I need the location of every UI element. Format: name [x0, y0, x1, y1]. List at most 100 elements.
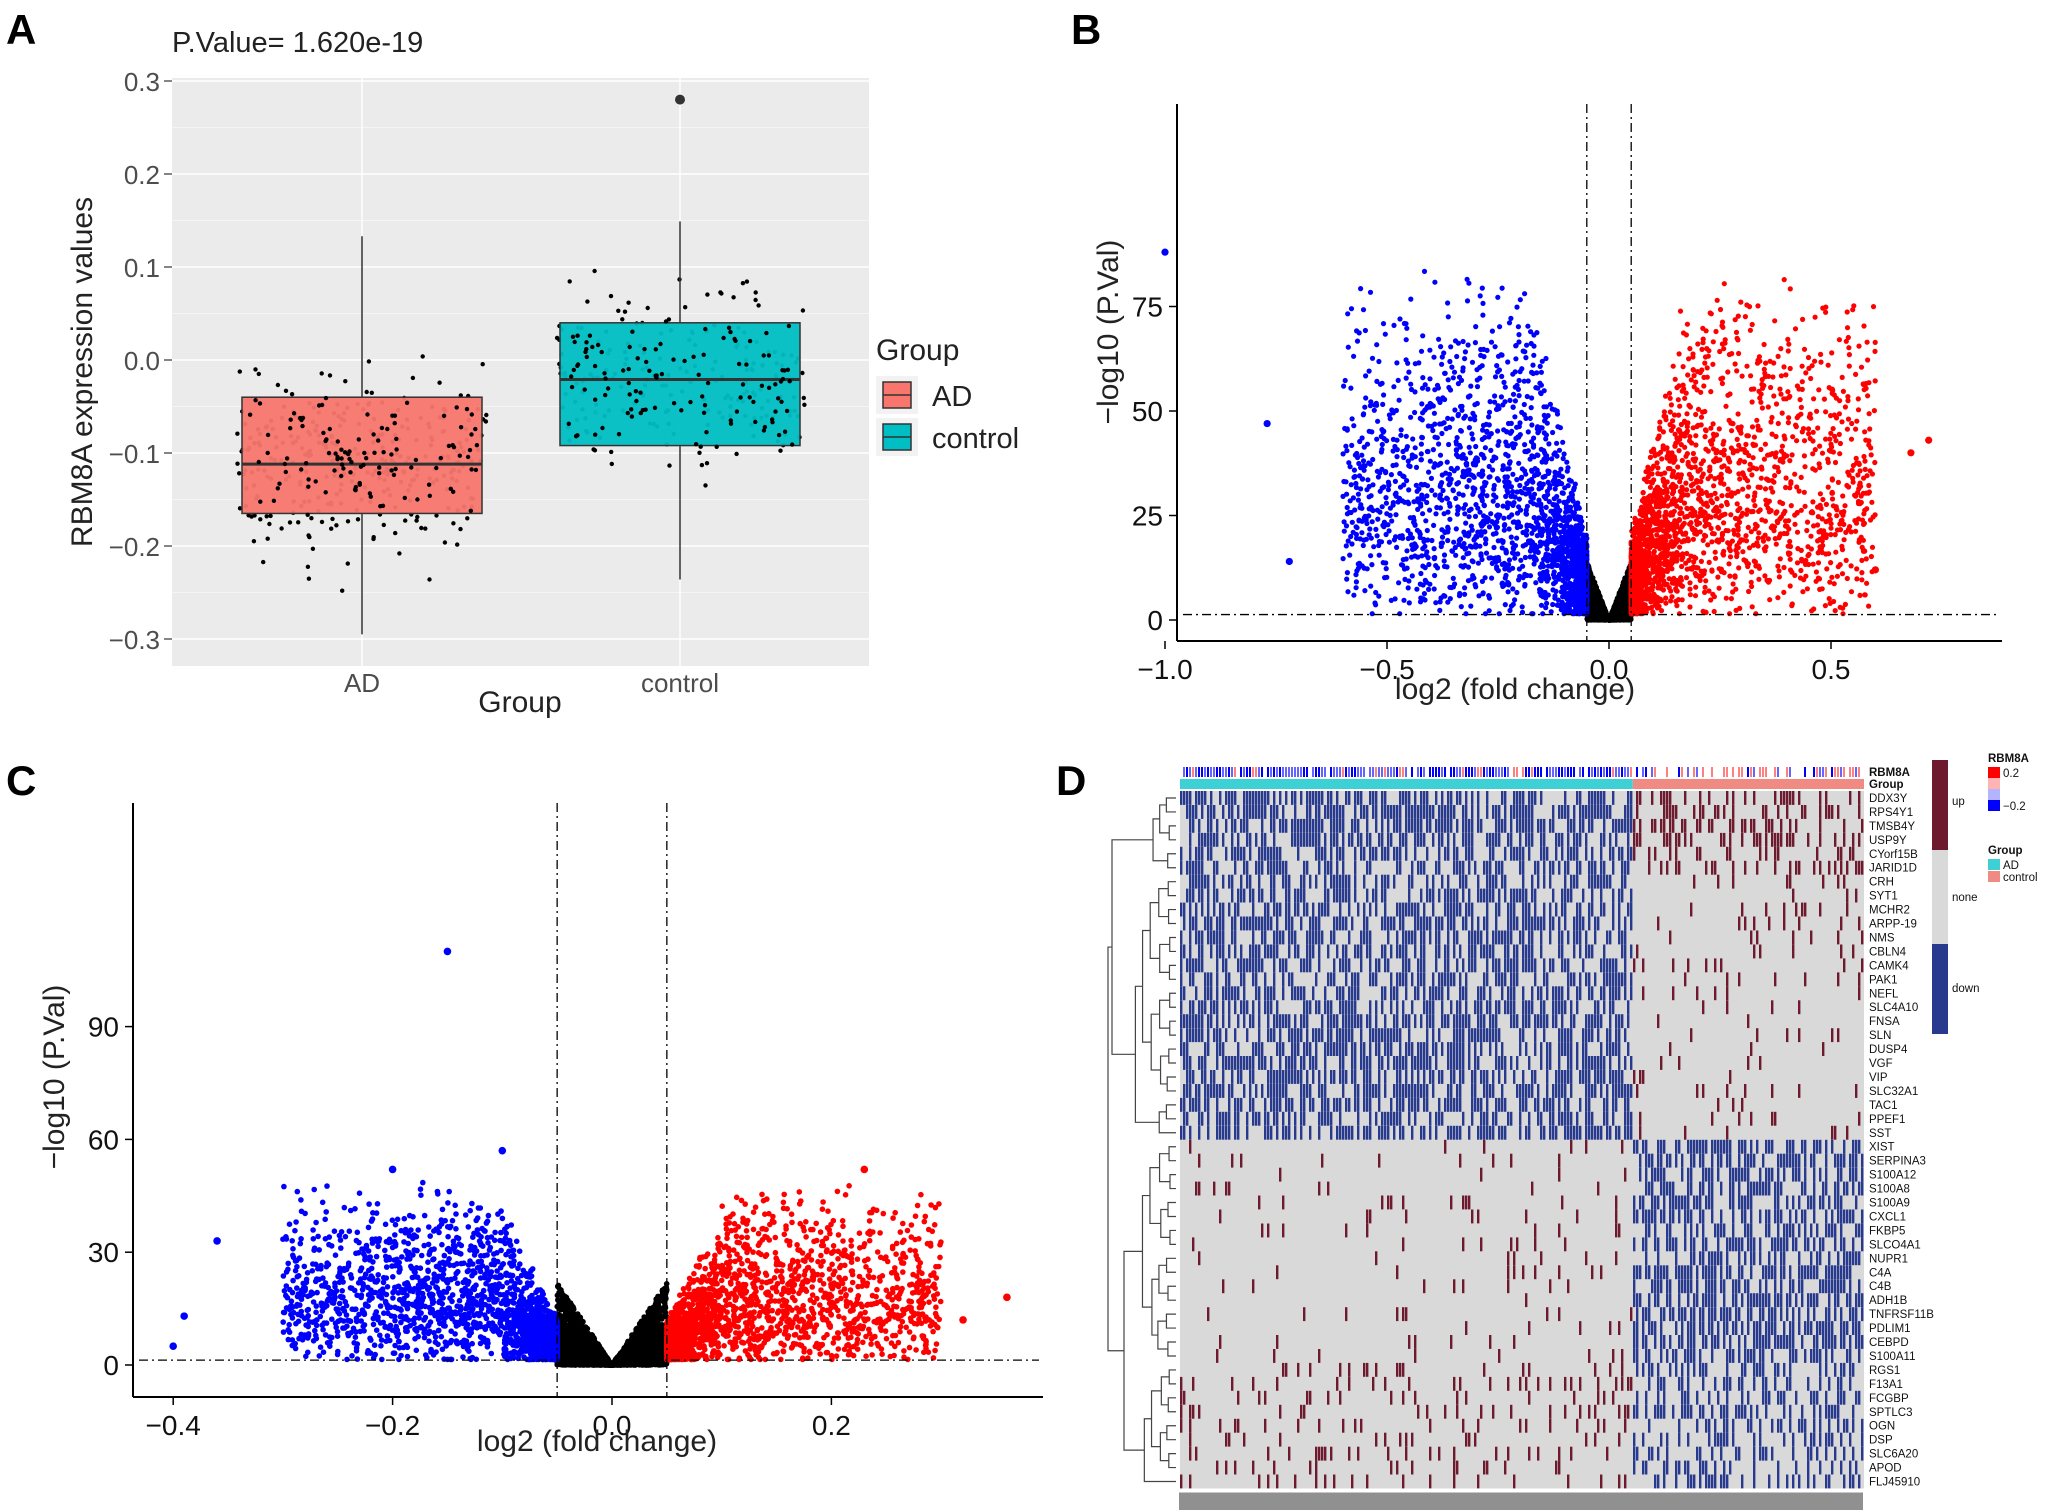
point-down — [1462, 591, 1468, 597]
point-down — [1373, 526, 1379, 533]
jitter-point — [626, 380, 631, 386]
point-down — [1472, 513, 1479, 520]
jitter-point — [455, 542, 460, 547]
point-down — [1548, 528, 1554, 534]
point-down — [1441, 552, 1448, 558]
point-down — [1516, 393, 1522, 399]
jitter-point — [728, 329, 733, 335]
point-down — [1548, 508, 1554, 514]
jitter-point — [633, 389, 639, 394]
point-down — [1507, 430, 1513, 436]
jitter-point — [420, 354, 425, 359]
jitter-point — [740, 382, 746, 387]
point-down — [1467, 393, 1473, 399]
point-down — [1548, 609, 1554, 615]
jitter-point — [441, 413, 447, 418]
jitter-point — [762, 424, 768, 430]
point-down — [1425, 448, 1431, 455]
point-down — [1473, 443, 1479, 450]
point-down — [1403, 446, 1409, 452]
point-nonsig — [1612, 602, 1618, 608]
point-down — [1446, 471, 1453, 477]
point-down — [1524, 393, 1530, 400]
point-down — [1403, 375, 1409, 381]
point-down — [1386, 528, 1392, 534]
point-down — [1404, 548, 1410, 554]
point-down — [1445, 314, 1451, 320]
point-down — [1390, 462, 1396, 469]
point-down — [1369, 519, 1375, 525]
point-down — [1394, 544, 1400, 551]
point-down — [1572, 481, 1578, 487]
point-down — [1502, 602, 1508, 608]
point-down — [1403, 357, 1409, 363]
jitter-point — [744, 279, 750, 284]
point-down — [1387, 416, 1393, 422]
point-down — [1462, 356, 1468, 362]
point-down — [1507, 459, 1513, 465]
point-down — [1351, 423, 1357, 429]
point-down — [1538, 501, 1544, 507]
panel-a-xtick-control: control — [641, 668, 719, 698]
point-down — [1401, 454, 1407, 461]
point-down — [1436, 441, 1442, 447]
point-down — [1393, 512, 1399, 518]
jitter-point — [744, 362, 749, 367]
point-down — [1357, 438, 1363, 445]
point-down — [1522, 581, 1528, 588]
point-down — [1427, 347, 1433, 353]
point-down — [1446, 441, 1452, 448]
point-down — [1472, 340, 1478, 346]
point-down — [1510, 404, 1516, 410]
jitter-point — [271, 498, 277, 503]
point-down — [1460, 473, 1466, 479]
point-down — [1445, 476, 1451, 482]
point-down — [1439, 430, 1445, 437]
point-down — [1508, 315, 1514, 321]
point-down — [1524, 480, 1530, 487]
point-down — [1397, 484, 1404, 490]
point-down — [1364, 487, 1370, 493]
jitter-point — [364, 389, 369, 395]
point-down — [1383, 566, 1389, 572]
jitter-point — [235, 461, 240, 466]
point-down — [1405, 585, 1411, 591]
point-down — [1406, 463, 1412, 469]
point-down — [1437, 461, 1443, 467]
jitter-point — [282, 461, 287, 467]
jitter-point — [305, 564, 311, 569]
point-down — [1391, 384, 1397, 390]
point-down — [1387, 505, 1393, 511]
point-down — [1437, 483, 1443, 489]
point-down — [1543, 504, 1549, 510]
jitter-point — [701, 410, 707, 415]
jitter-point — [403, 518, 408, 523]
jitter-point — [691, 354, 696, 359]
jitter-point — [377, 471, 382, 476]
point-down — [1482, 575, 1488, 581]
point-down — [1517, 573, 1523, 579]
point-down — [1482, 529, 1488, 535]
point-down — [1470, 559, 1476, 565]
jitter-point — [776, 432, 782, 438]
point-down — [1517, 369, 1523, 375]
point-down — [1481, 502, 1487, 508]
point-down — [1511, 551, 1517, 557]
point-down — [1384, 438, 1390, 444]
point-down — [1510, 586, 1516, 592]
point-down — [1452, 407, 1458, 413]
jitter-point — [474, 443, 480, 448]
point-down — [1427, 507, 1433, 513]
point-down — [1500, 466, 1506, 473]
jitter-point — [468, 508, 473, 513]
jitter-point — [747, 395, 752, 400]
jitter-point — [319, 402, 325, 408]
point-down — [1428, 475, 1434, 481]
jitter-point — [784, 408, 790, 414]
point-down — [1439, 361, 1445, 367]
jitter-point — [283, 388, 289, 393]
jitter-point — [734, 409, 740, 414]
jitter-point — [644, 359, 649, 365]
point-down — [1537, 543, 1543, 549]
point-down — [1343, 543, 1349, 549]
